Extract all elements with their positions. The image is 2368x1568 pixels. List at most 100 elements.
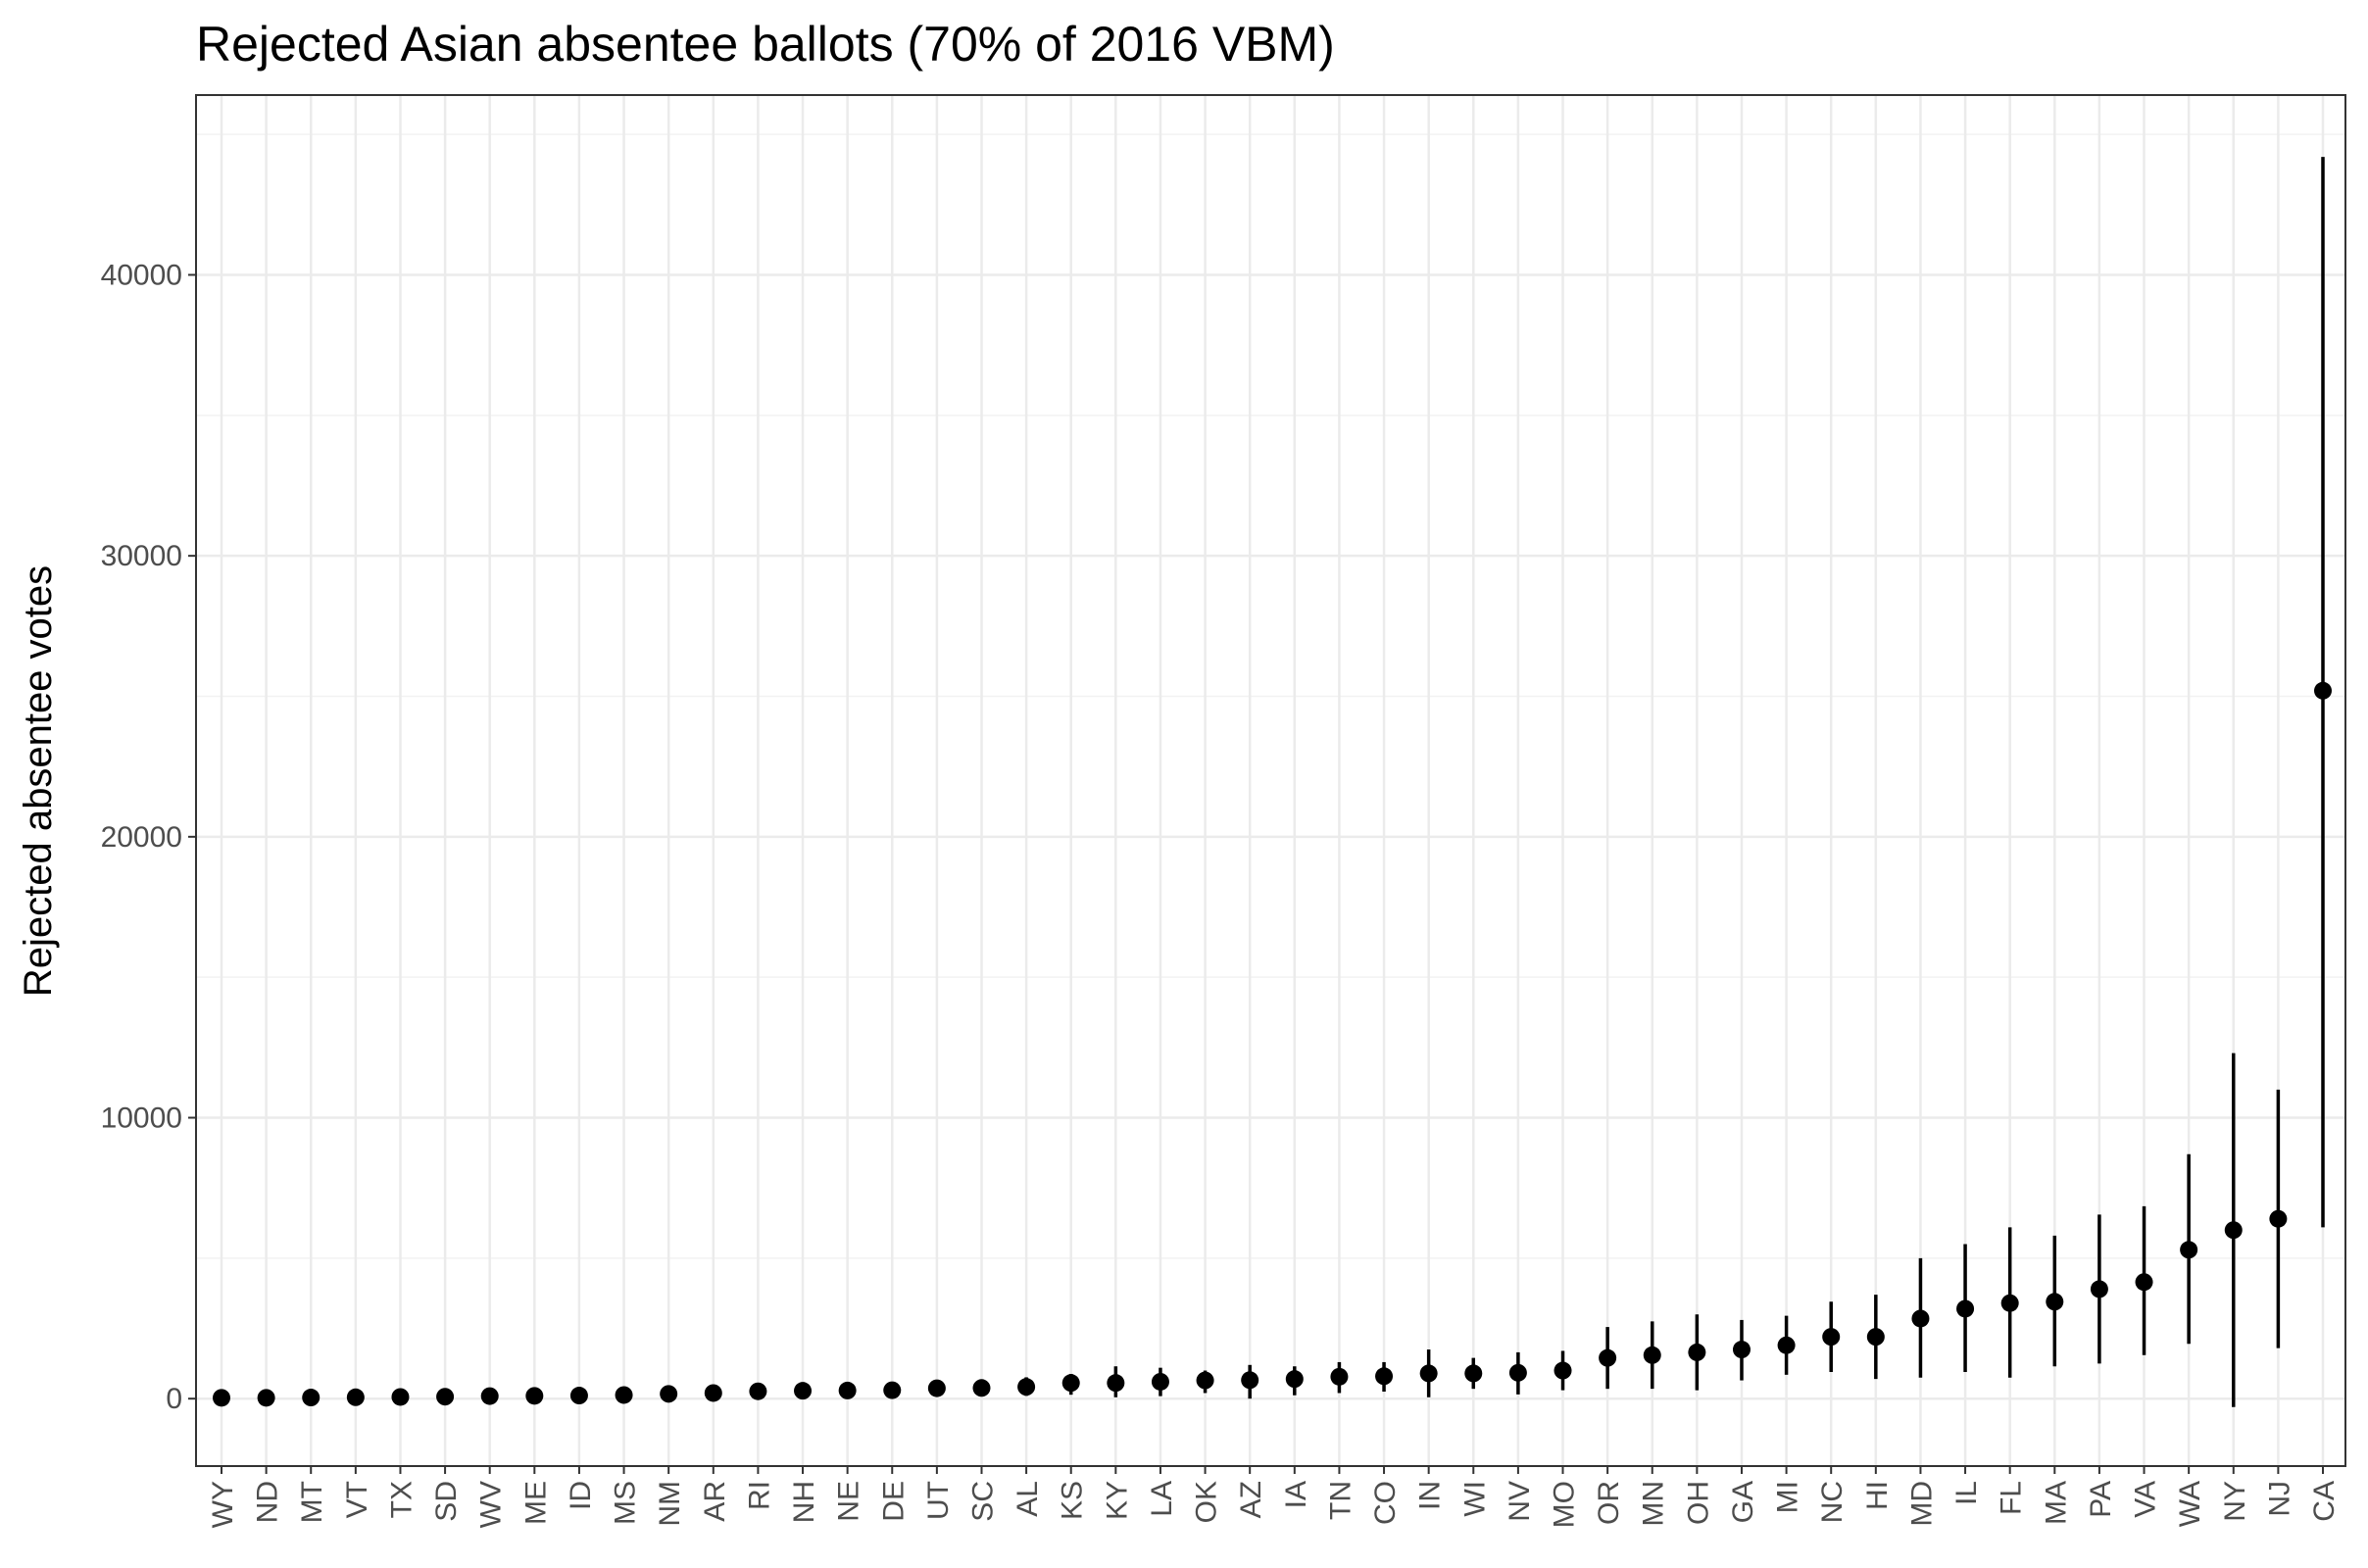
panel-border <box>195 94 2346 1467</box>
point-fl <box>2000 1294 2019 1312</box>
y-tick-label: 20000 <box>101 821 182 854</box>
point-nd <box>257 1389 275 1407</box>
point-az <box>1241 1371 1259 1390</box>
x-tick-label: NH <box>788 1481 820 1523</box>
point-vt <box>346 1388 365 1406</box>
x-tick-label: CO <box>1369 1481 1402 1525</box>
x-tick-label: PA <box>2085 1481 2117 1518</box>
x-tick-label: KY <box>1101 1481 1133 1520</box>
x-tick-label: OR <box>1593 1481 1625 1525</box>
x-tick-label: AZ <box>1235 1481 1267 1518</box>
x-tick-label: CA <box>2308 1481 2341 1522</box>
x-tick-label: ID <box>565 1481 597 1510</box>
x-tick-label: MS <box>610 1481 642 1525</box>
point-ne <box>838 1381 857 1399</box>
point-in <box>1419 1364 1438 1383</box>
x-tick-label: IL <box>1950 1481 1983 1505</box>
point-nm <box>660 1385 678 1403</box>
point-ga <box>1732 1341 1751 1359</box>
x-tick-label: NY <box>2219 1481 2251 1522</box>
x-tick-label: DE <box>877 1481 910 1522</box>
major-gridlines <box>196 95 2345 1466</box>
panel-background <box>196 95 2345 1466</box>
plot-panel <box>195 94 2346 1467</box>
point-md <box>1911 1309 1930 1328</box>
point-id <box>569 1387 588 1405</box>
x-tick-label: ME <box>519 1481 552 1525</box>
point-ms <box>615 1386 633 1404</box>
point-al <box>1017 1378 1036 1396</box>
y-tick-label: 0 <box>166 1383 182 1415</box>
point-nv <box>1508 1363 1527 1382</box>
minor-gridlines <box>196 133 2345 1259</box>
x-tick-label: WV <box>475 1481 508 1528</box>
x-tick-label: FL <box>1996 1481 2028 1515</box>
point-nj <box>2269 1209 2288 1228</box>
x-tick-label: AL <box>1011 1481 1044 1517</box>
y-tick-label: 10000 <box>101 1102 182 1135</box>
point-ny <box>2224 1221 2243 1240</box>
x-tick-label: HI <box>1861 1481 1894 1510</box>
point-or <box>1599 1348 1617 1367</box>
x-tick-label: TN <box>1324 1481 1357 1520</box>
x-tick-label: SD <box>430 1481 463 1522</box>
point-nh <box>794 1382 813 1400</box>
x-tick-label: WY <box>207 1481 239 1528</box>
point-tn <box>1330 1367 1349 1386</box>
chart-title: Rejected Asian absentee ballots (70% of … <box>196 17 1335 72</box>
x-tick-label: NV <box>1504 1481 1536 1522</box>
x-axis: WY ND MT VT TX SD WV ME ID MS NM AR RI NH NE DE UT SC AL KS… <box>207 1466 2341 1528</box>
x-tick-label: NJ <box>2263 1481 2295 1517</box>
x-tick-label: IA <box>1280 1481 1312 1508</box>
point-ut <box>927 1379 946 1397</box>
x-tick-label: MN <box>1638 1481 1670 1527</box>
x-tick-label: MA <box>2040 1481 2072 1525</box>
x-tick-label: MD <box>1905 1481 1938 1527</box>
point-co <box>1375 1367 1394 1386</box>
point-wi <box>1464 1364 1483 1383</box>
y-axis: 0 10000 20000 30000 40000 <box>101 259 196 1415</box>
point-nc <box>1822 1328 1841 1347</box>
point-mn <box>1643 1346 1661 1364</box>
point-wy <box>213 1389 230 1407</box>
x-tick-label: UT <box>922 1481 955 1520</box>
point-mo <box>1554 1361 1572 1380</box>
x-tick-label: TX <box>385 1481 418 1518</box>
point-tx <box>391 1388 410 1406</box>
point-pa <box>2090 1280 2108 1298</box>
point-sd <box>436 1388 455 1406</box>
point-ca <box>2314 681 2332 700</box>
x-tick-label: VT <box>341 1481 373 1518</box>
point-de <box>883 1381 902 1399</box>
y-tick-label: 40000 <box>101 259 182 291</box>
point-ar <box>704 1384 722 1402</box>
point-oh <box>1688 1343 1706 1361</box>
point-sc <box>972 1379 991 1397</box>
x-tick-label: RI <box>743 1481 775 1510</box>
y-tick-label: 30000 <box>101 540 182 572</box>
x-tick-label: NC <box>1816 1481 1849 1523</box>
point-ok <box>1196 1371 1214 1390</box>
x-tick-label: KS <box>1057 1481 1089 1520</box>
data-points <box>213 681 2332 1407</box>
x-tick-label: SC <box>966 1481 999 1522</box>
point-mi <box>1777 1336 1796 1354</box>
point-ma <box>2046 1293 2064 1311</box>
point-wa <box>2180 1241 2198 1259</box>
y-axis-label: Rejected absentee votes <box>17 565 60 997</box>
x-tick-label: LA <box>1146 1481 1178 1517</box>
x-tick-label: MO <box>1549 1481 1581 1528</box>
x-tick-label: AR <box>699 1481 731 1522</box>
x-tick-label: NM <box>654 1481 686 1527</box>
x-tick-label: MI <box>1772 1481 1804 1513</box>
point-va <box>2135 1273 2153 1292</box>
point-ia <box>1285 1370 1304 1389</box>
point-la <box>1151 1372 1169 1391</box>
point-ri <box>749 1382 767 1400</box>
x-tick-label: VA <box>2130 1481 2162 1518</box>
x-tick-label: OH <box>1682 1481 1714 1525</box>
x-tick-label: OK <box>1191 1481 1223 1523</box>
point-ks <box>1061 1374 1080 1393</box>
point-hi <box>1866 1328 1885 1347</box>
